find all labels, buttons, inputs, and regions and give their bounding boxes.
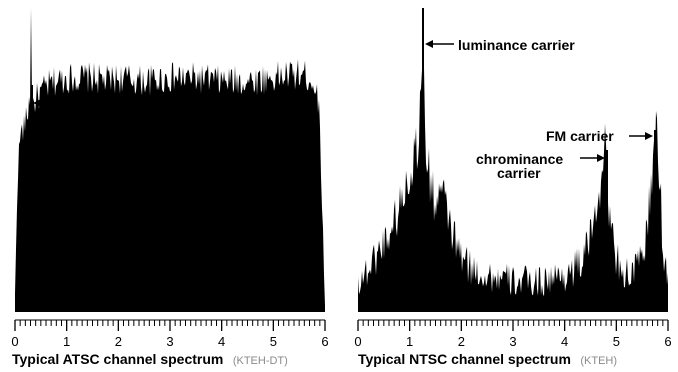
ntsc-caption-title: Typical NTSC channel spectrum [358, 351, 571, 367]
chrominance-arrow-head [597, 154, 605, 162]
ntsc-tick-label-5: 5 [613, 334, 620, 349]
atsc-x-axis [14, 319, 326, 331]
atsc-tick-label-3: 3 [166, 334, 173, 349]
luminance-carrier-label: luminance carrier [458, 37, 575, 53]
atsc-tick-label-5: 5 [270, 334, 277, 349]
ntsc-tick-label-4: 4 [561, 334, 568, 349]
ntsc-caption-source: (KTEH) [580, 355, 617, 367]
atsc-tick-labels: 0 1 2 3 4 5 6 [11, 334, 328, 349]
ntsc-caption: Typical NTSC channel spectrum (KTEH) [358, 351, 617, 368]
fm-carrier-label: FM carrier [546, 128, 614, 144]
ntsc-tick-label-1: 1 [406, 334, 413, 349]
ntsc-tick-label-3: 3 [509, 334, 516, 349]
atsc-caption: Typical ATSC channel spectrum (KTEH-DT) [12, 351, 288, 368]
chrominance-label-line2: carrier [497, 165, 541, 181]
ntsc-tick-label-6: 6 [664, 334, 671, 349]
ntsc-spectrum-area [358, 8, 668, 312]
atsc-tick-label-0: 0 [11, 334, 18, 349]
atsc-spectrum-area [15, 8, 325, 312]
pilot-carrier-label: pilot (carrier) [66, 95, 152, 111]
atsc-tick-label-1: 1 [63, 334, 70, 349]
fm-arrow-head [645, 132, 653, 140]
atsc-tick-label-4: 4 [218, 334, 225, 349]
ntsc-chart: 0 1 2 3 4 5 6 luminance carrier chrominance ca… [354, 8, 672, 368]
atsc-chart: 0 1 2 3 4 5 6 pilot (carrier) Typical ATSC cha… [11, 8, 329, 368]
atsc-tick-label-6: 6 [321, 334, 328, 349]
atsc-caption-title: Typical ATSC channel spectrum [12, 351, 223, 367]
luminance-arrow-head [425, 40, 433, 48]
atsc-tick-label-2: 2 [115, 334, 122, 349]
chrominance-label: chrominance [476, 151, 563, 167]
ntsc-tick-label-2: 2 [458, 334, 465, 349]
ntsc-tick-label-0: 0 [354, 334, 361, 349]
pilot-arrow-head [33, 99, 41, 107]
ntsc-x-axis [357, 319, 669, 331]
atsc-caption-source: (KTEH-DT) [233, 355, 288, 367]
ntsc-tick-labels: 0 1 2 3 4 5 6 [354, 334, 671, 349]
